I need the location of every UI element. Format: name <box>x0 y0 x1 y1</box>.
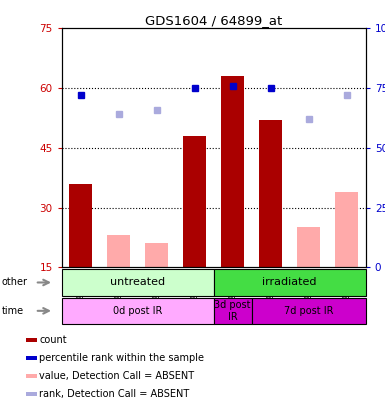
Text: 7d post IR: 7d post IR <box>284 306 333 316</box>
Bar <box>145 243 168 267</box>
Bar <box>252 298 366 324</box>
Text: time: time <box>2 306 24 316</box>
Bar <box>259 120 282 267</box>
Bar <box>27 339 37 342</box>
Text: untreated: untreated <box>110 277 165 288</box>
Bar <box>183 136 206 267</box>
Bar <box>69 183 92 267</box>
Bar <box>297 228 320 267</box>
Text: rank, Detection Call = ABSENT: rank, Detection Call = ABSENT <box>39 389 189 399</box>
Text: percentile rank within the sample: percentile rank within the sample <box>39 353 204 363</box>
Text: 0d post IR: 0d post IR <box>113 306 162 316</box>
Bar <box>107 235 130 267</box>
Title: GDS1604 / 64899_at: GDS1604 / 64899_at <box>145 14 282 27</box>
Bar <box>214 269 366 296</box>
Bar <box>27 392 37 396</box>
Bar <box>62 269 214 296</box>
Text: irradiated: irradiated <box>263 277 317 288</box>
Bar <box>27 356 37 360</box>
Bar <box>62 298 214 324</box>
Bar <box>335 192 358 267</box>
Text: value, Detection Call = ABSENT: value, Detection Call = ABSENT <box>39 371 194 381</box>
Text: other: other <box>2 277 28 288</box>
Bar <box>221 76 244 267</box>
Text: 3d post
IR: 3d post IR <box>214 300 251 322</box>
Bar <box>27 374 37 378</box>
Bar <box>214 298 252 324</box>
Text: count: count <box>39 335 67 345</box>
